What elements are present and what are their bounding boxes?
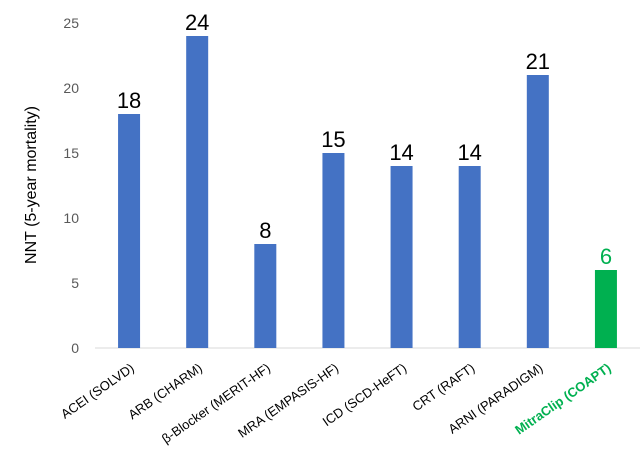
data-label-5: 14 [457,140,481,165]
y-axis-ticks: 0 5 10 15 20 25 [63,15,79,356]
bar-3 [322,153,345,348]
category-label-5: CRT (RAFT) [409,360,477,414]
category-label-0: ACEI (SOLVD) [58,360,137,421]
x-axis-category-labels: ACEI (SOLVD)ARB (CHARM)β-Blocker (MERIT-… [58,360,614,446]
bar-1 [186,36,209,348]
bar-2 [254,244,277,348]
data-label-1: 24 [185,10,209,35]
bar-4 [390,166,413,348]
y-tick-label: 10 [63,210,79,226]
data-label-6: 21 [526,49,550,74]
data-label-2: 8 [259,218,271,243]
data-labels-group: 18 24 8 15 14 14 21 6 [117,10,612,269]
bar-5 [458,166,481,348]
bar-0 [118,114,141,348]
y-axis-label: NNT (5-year mortality) [23,106,40,264]
data-label-4: 14 [389,140,413,165]
y-tick-label: 5 [71,275,79,291]
y-tick-label: 25 [63,15,79,31]
y-tick-label: 20 [63,80,79,96]
data-label-7: 6 [600,244,612,269]
bar-7 [594,270,617,348]
data-label-0: 18 [117,88,141,113]
category-label-2: β-Blocker (MERIT-HF) [159,360,273,446]
y-tick-label: 15 [63,145,79,161]
bars-group [118,36,617,348]
data-label-3: 15 [321,127,345,152]
bar-6 [526,75,549,348]
y-tick-label: 0 [71,340,79,356]
